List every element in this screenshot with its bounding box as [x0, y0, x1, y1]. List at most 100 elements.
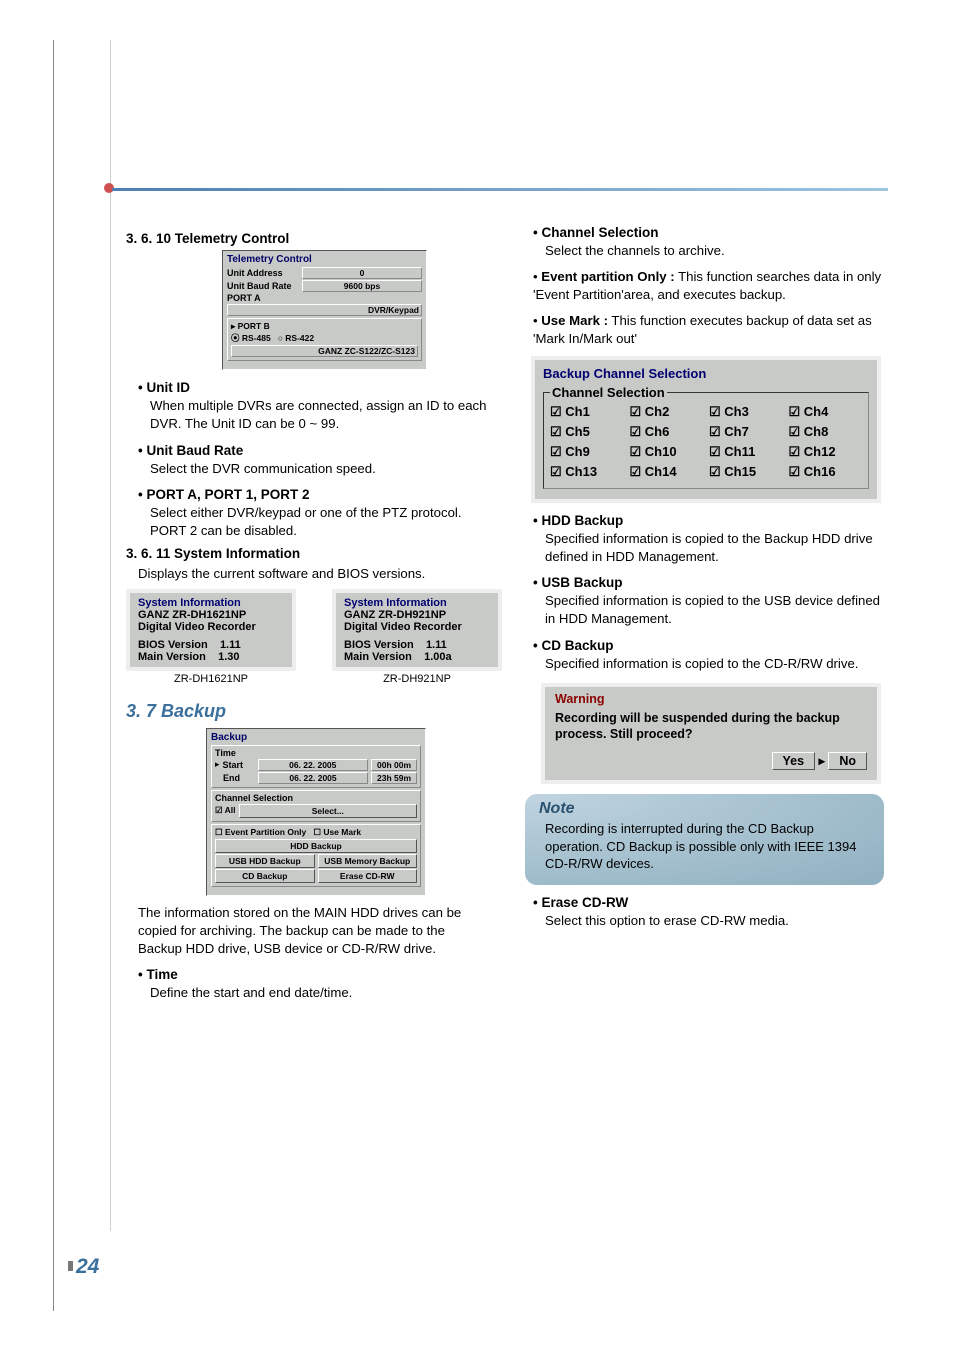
channel-checkbox[interactable]: Ch7 — [709, 424, 783, 440]
bullet-item: • Event partition Only : This function s… — [533, 268, 884, 304]
channel-checkbox[interactable]: Ch15 — [709, 464, 783, 480]
unit-address-label: Unit Address — [227, 268, 299, 278]
warning-message: Recording will be suspended during the b… — [555, 710, 867, 743]
cd-backup-button[interactable]: CD Backup — [215, 869, 315, 883]
panel-title: Backup Channel Selection — [543, 366, 869, 381]
time-group: Time ▸ Start06. 22. 200500h 00m End06. 2… — [211, 745, 421, 788]
panel-title: System Information — [344, 597, 490, 609]
channel-checkbox[interactable]: Ch4 — [789, 404, 863, 420]
warning-dialog: Warning Recording will be suspended duri… — [541, 683, 881, 785]
erase-cdrw-button[interactable]: Erase CD-RW — [318, 869, 418, 883]
channel-checkbox[interactable]: Ch14 — [630, 464, 704, 480]
channel-checkbox[interactable]: Ch10 — [630, 444, 704, 460]
bullet-heading: Use Mark : — [541, 313, 608, 328]
model-line: GANZ ZR-DH921NP — [344, 609, 490, 621]
end-time[interactable]: 23h 59m — [371, 772, 417, 784]
caption: ZR-DH921NP — [332, 673, 502, 685]
warning-title: Warning — [555, 692, 867, 706]
model-line: GANZ ZR-DH1621NP — [138, 609, 284, 621]
start-label: Start — [223, 760, 255, 770]
channel-checkbox[interactable]: Ch16 — [789, 464, 863, 480]
all-checkbox[interactable]: All — [225, 805, 236, 815]
main-value: 1.30 — [218, 651, 239, 663]
backup-panel: Backup Time ▸ Start06. 22. 200500h 00m E… — [206, 728, 426, 896]
usb-memory-backup-button[interactable]: USB Memory Backup — [318, 854, 418, 868]
bullet-heading: Time — [138, 967, 489, 982]
time-label: Time — [215, 748, 417, 758]
channel-checkbox[interactable]: Ch9 — [550, 444, 624, 460]
use-mark-checkbox[interactable]: Use Mark — [323, 827, 361, 837]
bios-label: BIOS Version — [138, 639, 208, 651]
note-body: Recording is interrupted during the CD B… — [545, 820, 870, 873]
bios-value: 1.11 — [220, 639, 241, 651]
panel-title: System Information — [138, 597, 284, 609]
note-title: Note — [539, 800, 870, 818]
left-column: 3. 6. 10 Telemetry Control Telemetry Con… — [126, 225, 489, 1231]
body-text: Define the start and end date/time. — [150, 984, 489, 1002]
channel-checkbox[interactable]: Ch13 — [550, 464, 624, 480]
yes-button[interactable]: Yes — [772, 752, 816, 770]
bullet-heading: Event partition Only : — [541, 269, 674, 284]
port-a-label: PORT A — [227, 293, 422, 303]
body-text: The information stored on the MAIN HDD d… — [138, 904, 489, 957]
unit-address-field[interactable]: 0 — [302, 267, 422, 279]
telemetry-control-panel: Telemetry Control Unit Address 0 Unit Ba… — [222, 250, 427, 370]
bullet-heading: USB Backup — [533, 575, 884, 590]
margin-rule-outer — [53, 40, 54, 1311]
section-heading: 3. 6. 10 Telemetry Control — [126, 231, 489, 246]
desc-line: Digital Video Recorder — [138, 621, 284, 633]
body-text: Select the DVR communication speed. — [150, 460, 489, 478]
bullet-item: • Use Mark : This function executes back… — [533, 312, 884, 348]
body-text: Specified information is copied to the B… — [545, 530, 884, 566]
channel-checkbox[interactable]: Ch2 — [630, 404, 704, 420]
sysinfo-box-2: System Information GANZ ZR-DH921NP Digit… — [332, 589, 502, 685]
end-label: End — [223, 773, 255, 783]
bios-value: 1.11 — [426, 639, 447, 651]
backup-channel-panel: Backup Channel Selection Channel Selecti… — [531, 356, 881, 503]
event-partition-checkbox[interactable]: Event Partition Only — [225, 827, 306, 837]
port-b-field[interactable]: GANZ ZC-S122/ZC-S123 — [231, 345, 418, 357]
end-date[interactable]: 06. 22. 2005 — [258, 772, 368, 784]
body-text: When multiple DVRs are connected, assign… — [150, 397, 489, 433]
bullet-heading: CD Backup — [533, 638, 884, 653]
main-label: Main Version — [138, 651, 206, 663]
select-button[interactable]: Select... — [239, 804, 417, 818]
bullet-heading: Channel Selection — [533, 225, 884, 240]
panel-title: Telemetry Control — [227, 254, 422, 265]
no-button[interactable]: No — [828, 752, 867, 770]
bullet-heading: Unit Baud Rate — [138, 443, 489, 458]
channel-checkbox[interactable]: Ch12 — [789, 444, 863, 460]
bullet-heading: Unit ID — [138, 380, 489, 395]
body-text: Specified information is copied to the C… — [545, 655, 884, 673]
usb-hdd-backup-button[interactable]: USB HDD Backup — [215, 854, 315, 868]
channel-checkbox[interactable]: Ch1 — [550, 404, 624, 420]
rs422-radio[interactable]: RS-422 — [285, 333, 314, 343]
start-time[interactable]: 00h 00m — [371, 759, 417, 771]
sysinfo-row: System Information GANZ ZR-DH1621NP Digi… — [126, 589, 489, 685]
margin-rule-inner — [110, 40, 111, 1231]
channel-grid: Ch1 Ch2 Ch3 Ch4 Ch5 Ch6 Ch7 Ch8 Ch9 Ch10… — [550, 404, 862, 480]
backup-options-group: ☐ Event Partition Only ☐ Use Mark HDD Ba… — [211, 824, 421, 887]
page-number: 24 — [68, 1255, 99, 1279]
start-date[interactable]: 06. 22. 2005 — [258, 759, 368, 771]
note-box: Note Recording is interrupted during the… — [525, 794, 884, 885]
body-text: Displays the current software and BIOS v… — [138, 565, 489, 583]
body-text: Specified information is copied to the U… — [545, 592, 884, 628]
channel-legend: Channel Selection — [550, 385, 667, 400]
main-value: 1.00a — [424, 651, 452, 663]
two-column-layout: 3. 6. 10 Telemetry Control Telemetry Con… — [126, 225, 884, 1231]
channel-checkbox[interactable]: Ch3 — [709, 404, 783, 420]
rs485-radio[interactable]: RS-485 — [242, 333, 271, 343]
channel-checkbox[interactable]: Ch5 — [550, 424, 624, 440]
body-text: Select the channels to archive. — [545, 242, 884, 260]
sysinfo-box-1: System Information GANZ ZR-DH1621NP Digi… — [126, 589, 296, 685]
hdd-backup-button[interactable]: HDD Backup — [215, 839, 417, 853]
port-a-field[interactable]: DVR/Keypad — [227, 304, 422, 316]
port-b-label: PORT B — [238, 321, 270, 331]
channel-fieldset: Channel Selection Ch1 Ch2 Ch3 Ch4 Ch5 Ch… — [543, 385, 869, 489]
channel-checkbox[interactable]: Ch6 — [630, 424, 704, 440]
unit-baud-field[interactable]: 9600 bps — [302, 280, 422, 292]
channel-checkbox[interactable]: Ch8 — [789, 424, 863, 440]
section-heading-major: 3. 7 Backup — [126, 701, 489, 722]
channel-checkbox[interactable]: Ch11 — [709, 444, 783, 460]
